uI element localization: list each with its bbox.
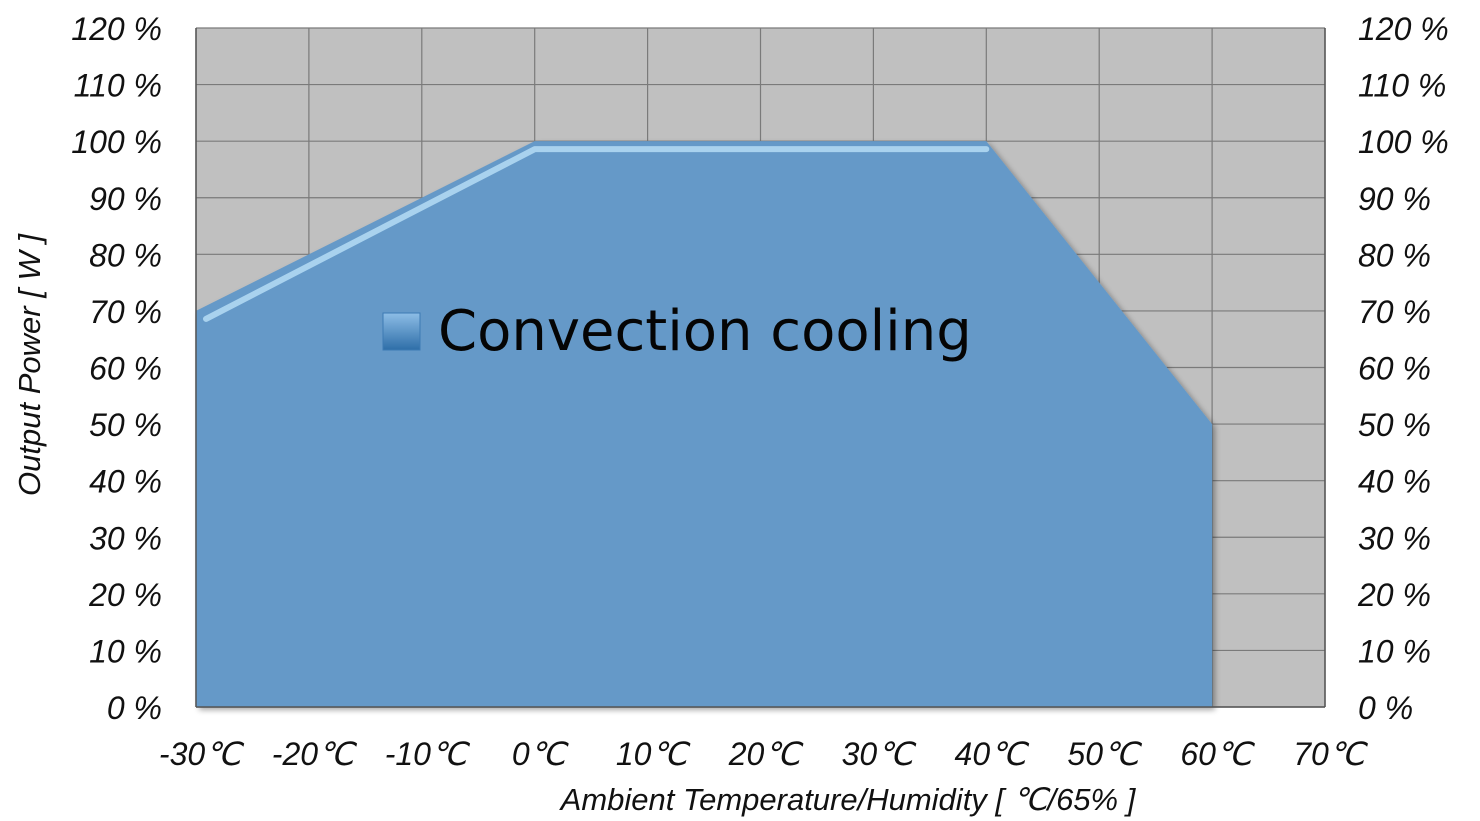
y-tick-label-left: 100 %	[71, 124, 162, 160]
y-tick-label-right: 80 %	[1358, 237, 1431, 273]
legend-label: Convection cooling	[438, 299, 972, 364]
x-tick-label: 60℃	[1180, 736, 1256, 772]
y-tick-label-left: 40 %	[89, 464, 162, 500]
x-tick-label: 0℃	[512, 736, 570, 772]
y-tick-label-right: 30 %	[1358, 520, 1431, 556]
y-tick-label-left: 10 %	[89, 633, 162, 669]
y-tick-label-right: 20 %	[1357, 577, 1431, 613]
series-area	[196, 141, 1213, 707]
y-tick-label-left: 110 %	[74, 68, 162, 104]
y-tick-label-right: 10 %	[1358, 633, 1431, 669]
x-tick-label: -20℃	[272, 736, 358, 772]
y-ticks-left: 0 % 10 % 20 % 30 % 40 % 50 % 60 % 70 % 80 % 90 % 1…	[71, 11, 162, 726]
y-tick-label-left: 80 %	[89, 237, 162, 273]
x-tick-label: 20℃	[728, 736, 805, 772]
y-tick-label-left: 0 %	[107, 690, 162, 726]
y-tick-label-right: 50 %	[1358, 407, 1431, 443]
y-tick-label-left: 90 %	[89, 181, 162, 217]
x-tick-label: -30℃	[159, 736, 245, 772]
series-area-highlight	[203, 146, 990, 322]
y-axis-title: Output Power [ W ]	[12, 233, 47, 496]
x-tick-label: 10℃	[616, 736, 692, 772]
x-ticks: -30℃ -20℃ -10℃ 0℃ 10℃ 20℃ 30℃ 40℃ 50℃ 60℃ 70℃	[159, 736, 1369, 772]
y-tick-label-right: 0 %	[1358, 690, 1413, 726]
legend-swatch	[382, 312, 421, 351]
x-tick-label: 50℃	[1067, 736, 1143, 772]
legend: Convection cooling	[382, 299, 972, 364]
y-tick-label-right: 110 %	[1358, 68, 1446, 104]
y-tick-label-right: 40 %	[1358, 464, 1431, 500]
x-tick-label: 30℃	[842, 736, 918, 772]
y-tick-label-right: 70 %	[1358, 294, 1431, 330]
y-tick-label-left: 20 %	[88, 577, 162, 613]
y-ticks-right: 0 % 10 % 20 % 30 % 40 % 50 % 60 % 70 % 80 % 90 % 1…	[1357, 11, 1449, 726]
y-tick-label-right: 60 %	[1358, 351, 1431, 387]
x-tick-label: -10℃	[385, 736, 471, 772]
y-tick-label-left: 30 %	[89, 520, 162, 556]
y-tick-label-right: 100 %	[1358, 124, 1449, 160]
axes	[195, 28, 1326, 708]
y-tick-label-left: 120 %	[71, 11, 162, 47]
x-tick-label: 70℃	[1293, 736, 1369, 772]
x-tick-label: 40℃	[955, 736, 1031, 772]
y-tick-label-left: 70 %	[89, 294, 162, 330]
y-tick-label-left: 60 %	[89, 351, 162, 387]
x-axis-title: Ambient Temperature/Humidity [ ℃/65% ]	[559, 782, 1137, 817]
y-tick-label-left: 50 %	[89, 407, 162, 443]
y-tick-label-right: 90 %	[1358, 181, 1431, 217]
y-tick-label-right: 120 %	[1358, 11, 1449, 47]
